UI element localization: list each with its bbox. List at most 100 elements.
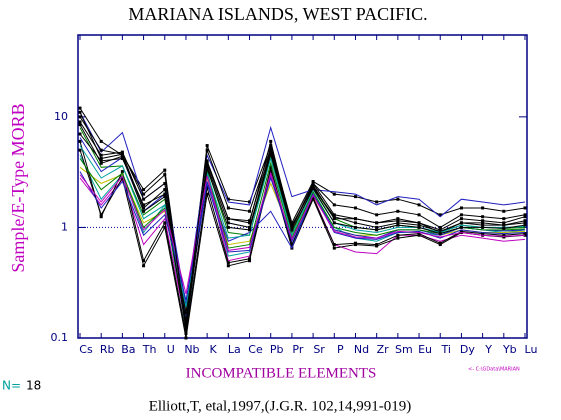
data-point	[142, 206, 146, 210]
data-point	[142, 197, 146, 201]
x-tick-label: Nb	[184, 343, 199, 356]
data-point	[99, 159, 103, 163]
x-tick-label: Ce	[248, 343, 263, 356]
data-point	[142, 188, 146, 192]
data-point	[269, 152, 273, 156]
data-point	[120, 176, 124, 180]
data-point	[396, 221, 400, 225]
data-point	[142, 209, 146, 213]
data-point	[290, 221, 294, 225]
data-point	[205, 148, 209, 152]
x-tick-label: P	[337, 343, 344, 356]
x-tick-label: Pr	[292, 343, 303, 356]
data-point	[99, 153, 103, 157]
series-line	[79, 145, 526, 308]
data-point	[417, 233, 421, 237]
data-point	[332, 213, 336, 217]
data-point	[438, 213, 442, 217]
data-point	[332, 217, 336, 221]
data-point	[120, 154, 124, 158]
data-point	[311, 186, 315, 190]
data-point	[226, 225, 230, 229]
data-point	[332, 192, 336, 196]
data-point	[459, 217, 463, 221]
series-line	[79, 141, 526, 334]
data-point	[78, 115, 82, 119]
data-point	[481, 219, 485, 223]
data-point	[163, 195, 167, 199]
data-point	[78, 132, 82, 136]
data-point	[396, 223, 400, 227]
data-point	[120, 170, 124, 174]
data-point	[502, 223, 506, 227]
x-tick-label: Pb	[270, 343, 284, 356]
data-point	[226, 217, 230, 221]
data-point	[438, 241, 442, 245]
data-point	[417, 221, 421, 225]
data-point	[396, 233, 400, 237]
data-point	[226, 261, 230, 265]
data-point	[99, 161, 103, 165]
data-point	[78, 120, 82, 124]
data-point	[290, 243, 294, 247]
x-tick-label: Dy	[460, 343, 475, 356]
chart-title: MARIANA ISLANDS, WEST PACIFIC.	[128, 4, 427, 24]
data-point	[163, 192, 167, 196]
data-point	[438, 229, 442, 233]
annotation: <- C:\GData\MARIAN	[468, 367, 520, 373]
data-point	[120, 157, 124, 161]
series-line	[79, 107, 526, 322]
data-point	[269, 150, 273, 154]
series-line	[79, 154, 526, 330]
data-point	[417, 223, 421, 227]
data-point	[163, 168, 167, 172]
data-point	[269, 165, 273, 169]
data-point	[205, 144, 209, 148]
data-point	[163, 188, 167, 192]
data-point	[375, 225, 379, 229]
data-point	[269, 139, 273, 143]
data-point	[332, 246, 336, 250]
data-point	[396, 197, 400, 201]
data-point	[78, 110, 82, 114]
data-point	[205, 164, 209, 168]
data-point	[353, 221, 357, 225]
data-point	[226, 221, 230, 225]
data-point	[226, 264, 230, 268]
x-tick-label: Zr	[377, 343, 390, 356]
data-point	[311, 183, 315, 187]
data-point	[248, 259, 252, 263]
data-point	[248, 200, 252, 204]
data-point	[290, 228, 294, 232]
x-tick-label: K	[210, 343, 218, 356]
data-point	[205, 192, 209, 196]
data-point	[481, 215, 485, 219]
series-line	[79, 166, 526, 310]
data-point	[311, 196, 315, 200]
data-point	[332, 215, 336, 219]
data-point	[375, 228, 379, 232]
x-tick-label: Th	[142, 343, 157, 356]
y-axis-label: Sample/E-Type MORB	[8, 103, 28, 272]
data-point	[459, 229, 463, 233]
data-point	[459, 213, 463, 217]
data-point	[226, 197, 230, 201]
data-point	[78, 123, 82, 127]
data-point	[99, 215, 103, 219]
data-point	[396, 217, 400, 221]
data-point	[481, 232, 485, 236]
series-line	[79, 149, 526, 339]
data-point	[396, 209, 400, 213]
x-tick-label: Sr	[313, 343, 325, 356]
data-point	[459, 221, 463, 225]
data-point	[438, 225, 442, 229]
data-point	[248, 257, 252, 261]
x-tick-label: Nd	[354, 343, 369, 356]
data-point	[396, 236, 400, 240]
data-point	[78, 139, 82, 143]
data-point	[99, 157, 103, 161]
data-point	[142, 264, 146, 268]
data-point	[311, 181, 315, 185]
